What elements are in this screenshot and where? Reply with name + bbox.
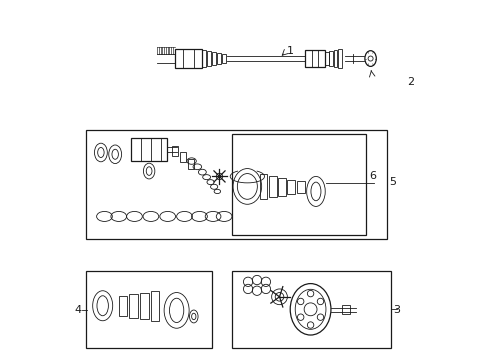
Bar	[221, 54, 225, 63]
Bar	[338, 49, 341, 68]
Bar	[341, 305, 349, 314]
Text: 3: 3	[392, 305, 399, 315]
Bar	[305, 50, 324, 67]
Bar	[201, 50, 205, 67]
Text: 4: 4	[74, 305, 81, 315]
Bar	[333, 50, 337, 67]
Text: 1: 1	[286, 46, 293, 56]
Bar	[85, 271, 212, 348]
Bar	[85, 130, 386, 239]
Text: 2: 2	[406, 77, 413, 87]
Text: 5: 5	[388, 177, 395, 187]
Bar	[206, 51, 210, 66]
Text: 6: 6	[368, 171, 375, 181]
Bar	[324, 52, 328, 65]
Bar	[119, 296, 127, 316]
Bar	[231, 271, 390, 348]
Bar	[278, 178, 285, 196]
Bar	[211, 52, 215, 65]
Bar	[131, 138, 166, 161]
Bar	[175, 49, 201, 68]
Bar	[259, 174, 267, 199]
Bar	[296, 181, 304, 193]
Bar	[287, 180, 295, 194]
Bar	[268, 176, 276, 197]
Bar	[328, 51, 332, 66]
Bar	[140, 293, 148, 319]
Bar	[151, 292, 159, 321]
Bar	[129, 294, 138, 318]
Bar	[216, 53, 221, 64]
Bar	[231, 134, 365, 235]
